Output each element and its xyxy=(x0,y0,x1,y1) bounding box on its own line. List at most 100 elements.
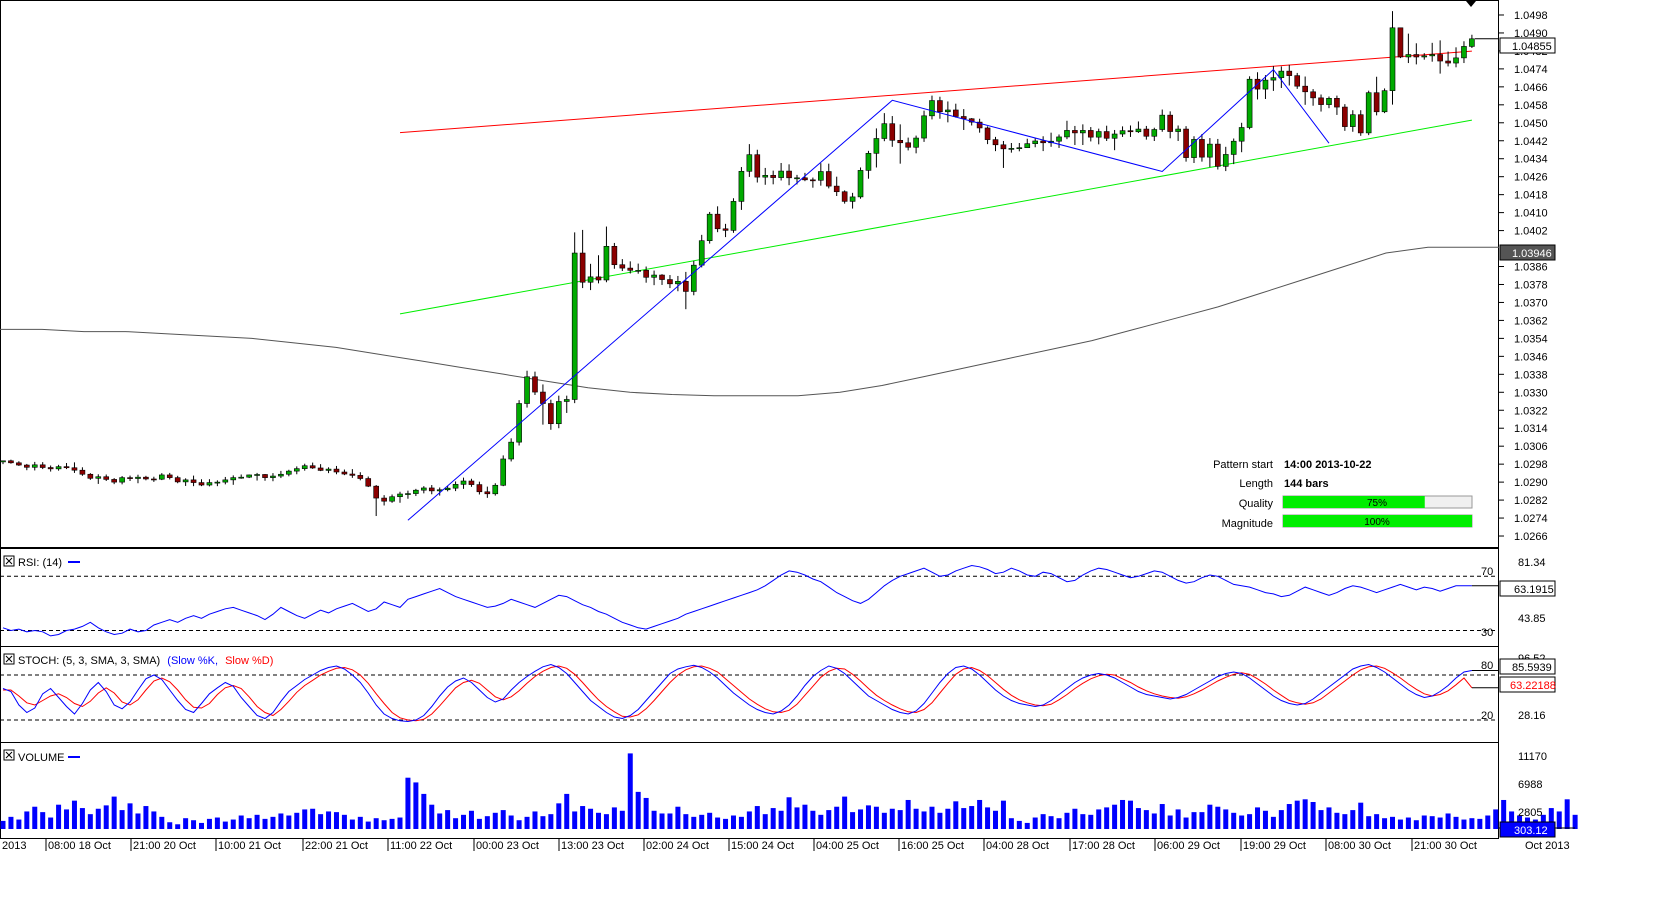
candle-body xyxy=(222,479,229,483)
volume-bar xyxy=(1135,808,1141,829)
volume-bar xyxy=(1231,812,1237,829)
volume-bar xyxy=(1509,811,1515,829)
volume-bar xyxy=(32,806,38,829)
volume-bar xyxy=(24,811,30,829)
volume-bar xyxy=(500,810,506,829)
volume-bar xyxy=(1270,816,1276,829)
volume-bar xyxy=(508,815,514,829)
support-line xyxy=(399,119,1472,315)
candle-body xyxy=(746,154,753,172)
time-tick-label: 02:00 24 Oct xyxy=(646,840,709,852)
stoch-level-20: 20 xyxy=(1481,710,1493,722)
time-tick-label: 04:00 28 Oct xyxy=(986,840,1049,852)
volume-bar xyxy=(1143,810,1149,829)
candle-body xyxy=(1119,130,1126,135)
candle-body xyxy=(1191,139,1197,158)
scroll-marker-icon[interactable] xyxy=(1466,1,1476,7)
volume-bar xyxy=(667,813,673,829)
candle-body xyxy=(945,109,951,113)
time-tick-label: 04:00 25 Oct xyxy=(816,840,879,852)
candle-body xyxy=(905,142,911,148)
candle-body xyxy=(135,476,141,479)
candle-body xyxy=(563,399,570,402)
candle-body xyxy=(889,123,896,141)
volume-bar xyxy=(238,815,244,829)
volume-bar xyxy=(786,797,792,829)
volume-bar xyxy=(445,810,451,829)
candle-body xyxy=(921,115,927,139)
rsi-title: RSI: (14) xyxy=(3,555,80,569)
volume-bar xyxy=(1342,814,1348,829)
candle-body xyxy=(1016,147,1023,150)
volume-bar xyxy=(484,816,490,829)
volume-bar xyxy=(1358,802,1364,829)
candle-body xyxy=(286,470,292,475)
volume-bar xyxy=(873,806,879,829)
price-tick-label: 1.0434 xyxy=(1514,154,1548,166)
volume-bar xyxy=(175,824,181,829)
candle-body xyxy=(1000,144,1007,150)
volume-bar xyxy=(373,818,379,829)
candle-body xyxy=(1215,143,1221,167)
quality-value: 75% xyxy=(1367,498,1387,509)
price-tick-label: 1.0314 xyxy=(1514,423,1548,435)
time-tick-label: Oct 2013 xyxy=(1525,840,1570,852)
candle-body xyxy=(1365,92,1372,134)
volume-bar xyxy=(71,800,77,829)
stoch-title-line: STOCH: (5, 3, SMA, 3, SMA) (Slow %K, Slo… xyxy=(18,655,273,667)
candle-body xyxy=(365,478,372,487)
rsi-title-text: RSI: (14) xyxy=(18,557,62,569)
candle-body xyxy=(1008,148,1015,150)
volume-bar xyxy=(603,814,609,829)
volume-bar xyxy=(1048,816,1054,829)
candle-body xyxy=(1445,60,1451,64)
candle-body xyxy=(421,487,427,491)
volume-bar xyxy=(1199,812,1205,829)
volume-bar xyxy=(437,813,443,829)
volume-bar xyxy=(1286,804,1292,829)
candle-body xyxy=(16,462,22,466)
candle-body xyxy=(1294,75,1301,87)
stoch-axis-label-mid: 28.16 xyxy=(1518,710,1546,722)
volume-bar xyxy=(659,813,665,829)
price-tick-label: 1.0442 xyxy=(1514,136,1548,148)
candle-body xyxy=(1318,97,1324,105)
candle-body xyxy=(31,464,38,468)
volume-bar xyxy=(1485,815,1491,829)
candle-body xyxy=(603,246,610,281)
candle-body xyxy=(627,267,634,271)
candle-body xyxy=(1127,130,1134,133)
volume-bar xyxy=(1548,808,1554,829)
volume-bar xyxy=(468,810,474,829)
volume-bar xyxy=(516,820,522,829)
candle-body xyxy=(127,477,133,479)
volume-bar xyxy=(1223,809,1229,829)
candle-body xyxy=(1183,128,1189,158)
candle-body xyxy=(754,154,761,178)
volume-bar xyxy=(945,808,951,829)
candle-body xyxy=(659,274,665,280)
length-label: Length xyxy=(1239,478,1273,490)
candle-body xyxy=(675,281,681,285)
time-tick-label: 17:00 28 Oct xyxy=(1072,840,1135,852)
volume-bar xyxy=(913,808,919,829)
candle-body xyxy=(555,401,562,425)
candle-body xyxy=(87,473,94,479)
candle-body xyxy=(357,475,364,479)
current-price-box xyxy=(1499,37,1556,54)
volume-axis-label-1: 11170 xyxy=(1518,751,1547,763)
candle-body xyxy=(595,276,602,281)
volume-bar xyxy=(87,814,93,829)
volume-bar xyxy=(1016,820,1022,829)
candle-body xyxy=(159,474,165,480)
volume-title: VOLUME xyxy=(3,749,80,764)
volume-title-text: VOLUME xyxy=(18,752,64,764)
volume-bar xyxy=(762,814,768,829)
volume-bar xyxy=(556,803,562,829)
candle-body xyxy=(1143,128,1150,137)
time-tick-label: 19:00 29 Oct xyxy=(1243,840,1306,852)
volume-current-value: 303.12 xyxy=(1514,825,1548,837)
candle-body xyxy=(0,460,6,463)
candle-body xyxy=(1334,98,1340,108)
candle-body xyxy=(1080,130,1086,134)
